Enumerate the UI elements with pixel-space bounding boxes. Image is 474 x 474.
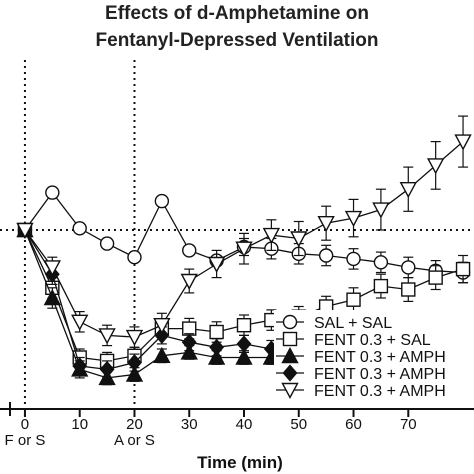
legend-label: FENT 0.3 + AMPH bbox=[314, 349, 446, 366]
data-point-square bbox=[401, 282, 416, 297]
data-point-triangle-down bbox=[344, 210, 363, 228]
data-point-triangle-up bbox=[235, 348, 253, 365]
data-point-circle bbox=[154, 193, 170, 209]
data-point-triangle-up bbox=[125, 365, 144, 382]
legend-item: FENT 0.3 + AMPH bbox=[276, 364, 446, 383]
data-point-triangle-up bbox=[180, 343, 198, 360]
chart-title-line-1: Effects of d-Amphetamine on bbox=[105, 3, 369, 24]
data-point-circle bbox=[45, 185, 60, 200]
data-point-triangle-down bbox=[153, 318, 171, 335]
data-point-circle bbox=[182, 243, 197, 258]
legend-item: FENT 0.3 + AMPH bbox=[276, 382, 446, 400]
data-point-triangle-down bbox=[235, 241, 253, 258]
data-point-diamond bbox=[209, 338, 225, 356]
data-point-diamond bbox=[181, 333, 197, 351]
legend-marker-square bbox=[282, 331, 298, 347]
data-point-triangle-down bbox=[125, 329, 144, 347]
data-point-circle bbox=[373, 255, 389, 270]
event-marker-label: A or S bbox=[114, 432, 155, 449]
data-point-square bbox=[428, 270, 443, 285]
legend-item: SAL + SAL bbox=[276, 314, 392, 332]
data-point-diamond bbox=[127, 354, 142, 372]
legend-marker-diamond bbox=[282, 364, 298, 382]
legend-background bbox=[274, 310, 474, 401]
x-tick-label: 60 bbox=[345, 416, 362, 433]
data-point-triangle-down bbox=[207, 256, 226, 273]
x-tick-label: 70 bbox=[400, 416, 417, 433]
legend-item: FENT 0.3 + AMPH bbox=[276, 347, 446, 366]
x-tick-label: 10 bbox=[71, 416, 88, 433]
data-point-triangle-up bbox=[207, 348, 226, 365]
chart-title-line-2: Fentanyl-Depressed Ventilation bbox=[96, 30, 379, 51]
legend-label: FENT 0.3 + SAL bbox=[314, 332, 431, 349]
legend-label: FENT 0.3 + AMPH bbox=[314, 366, 446, 383]
data-point-triangle-down bbox=[262, 227, 281, 245]
data-point-circle bbox=[401, 260, 416, 275]
data-point-triangle-down bbox=[290, 231, 308, 248]
x-axis-label: Time (min) bbox=[197, 453, 283, 472]
x-tick-label: 30 bbox=[181, 416, 198, 433]
data-point-square bbox=[455, 261, 471, 277]
data-point-circle bbox=[346, 251, 361, 267]
x-tick-label: 0 bbox=[21, 416, 29, 433]
x-tick-label: 40 bbox=[236, 416, 253, 433]
data-point-square bbox=[373, 278, 389, 294]
data-point-square bbox=[346, 292, 361, 307]
data-series bbox=[16, 115, 472, 386]
data-point-triangle-up bbox=[153, 346, 171, 363]
data-point-triangle-down bbox=[71, 314, 89, 331]
series-triangle-down bbox=[16, 115, 472, 348]
data-point-triangle-down bbox=[399, 181, 417, 199]
legend-item: FENT 0.3 + SAL bbox=[276, 331, 431, 349]
data-point-circle bbox=[72, 221, 87, 236]
data-point-circle bbox=[318, 248, 334, 263]
legend-label: FENT 0.3 + AMPH bbox=[314, 383, 446, 400]
legend-marker-triangle-up bbox=[281, 347, 299, 364]
event-marker-label: F or S bbox=[5, 432, 46, 449]
x-tick-label: 20 bbox=[126, 416, 143, 433]
data-point-triangle-down bbox=[43, 260, 62, 277]
legend-marker-triangle-down bbox=[281, 382, 299, 399]
x-tick-label: 50 bbox=[290, 416, 307, 433]
data-point-triangle-down bbox=[317, 215, 335, 233]
data-point-square bbox=[236, 318, 252, 333]
data-point-triangle-up bbox=[43, 289, 62, 306]
data-point-circle bbox=[127, 250, 142, 265]
data-point-triangle-down bbox=[16, 222, 34, 239]
data-point-triangle-down bbox=[426, 158, 445, 175]
data-point-triangle-down bbox=[180, 273, 198, 290]
data-point-triangle-down bbox=[454, 134, 472, 151]
data-point-triangle-down bbox=[372, 202, 390, 219]
data-point-circle bbox=[99, 236, 115, 251]
data-point-diamond bbox=[99, 360, 115, 378]
data-point-diamond bbox=[72, 357, 88, 375]
data-point-triangle-down bbox=[98, 328, 116, 345]
legend-marker-circle bbox=[282, 314, 298, 330]
x-axis: F or S A or S 0 10 20 30 40 50 60 70 bbox=[0, 402, 474, 449]
data-point-square bbox=[209, 324, 224, 340]
data-point-diamond bbox=[236, 335, 252, 353]
legend-label: SAL + SAL bbox=[314, 315, 392, 332]
